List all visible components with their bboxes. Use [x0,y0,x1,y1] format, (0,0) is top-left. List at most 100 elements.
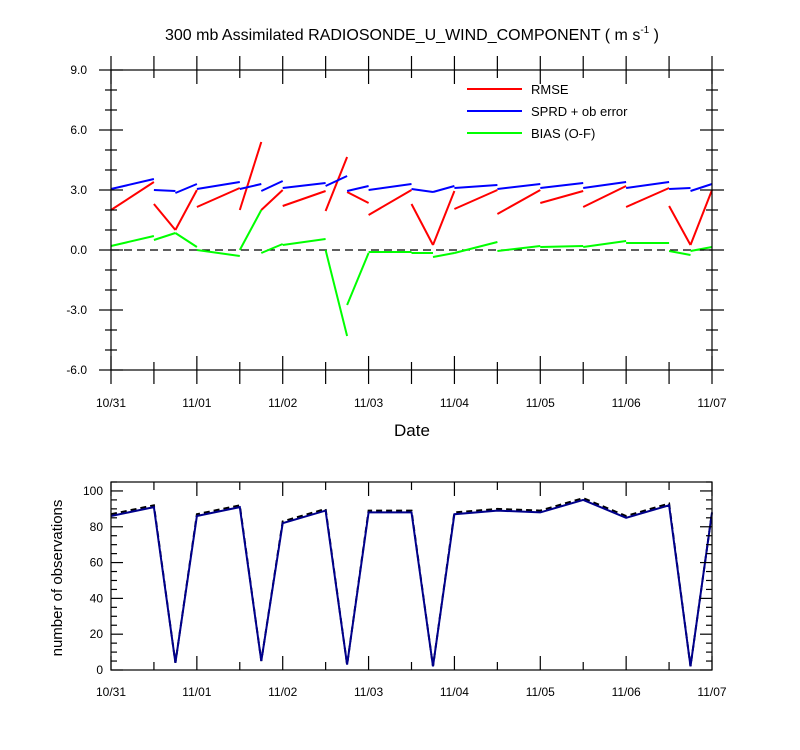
bias-o-f-segment [153,232,176,241]
bias-o-f-segment [432,252,455,258]
x-tick-label: 11/03 [354,396,383,410]
sprd-ob-error-segment [540,182,584,189]
rmse-segment [582,185,627,208]
legend-label-bias-o-f: BIAS (O-F) [531,126,595,141]
bottom-y-tick-labels: 0 20 40 60 80 100 [83,484,103,677]
bottom-ticks [110,481,713,671]
bias-o-f-segment [260,243,284,254]
rmse-segment [110,181,155,211]
y-tick-label: 60 [90,556,104,570]
y-tick-label: 20 [90,627,104,641]
rmse-segment [324,156,349,212]
y-axis-label: number of observations [49,500,66,657]
y-tick-label: 0 [96,663,103,677]
sprd-ob-error-segment [454,184,498,189]
sprd-ob-error-segment [690,183,713,192]
x-tick-label: 11/01 [182,396,211,410]
x-tick-label: 11/04 [440,685,469,699]
bottom-chart: 10/31 11/01 11/02 11/03 11/04 11/05 11/06 11/07… [49,481,727,699]
y-tick-label: -6.0 [66,363,87,377]
rmse-segment [260,189,284,211]
x-tick-label: 11/06 [612,396,641,410]
rmse-segment [196,187,241,208]
x-axis-label: Date [394,421,430,440]
legend-label-sprd-ob-error: SPRD + ob error [531,104,628,119]
series-possible-observations [110,497,713,667]
bottom-series-lines [110,497,713,667]
bias-o-f-segment [668,250,691,256]
rmse-segment [346,191,370,204]
x-tick-label: 11/01 [182,685,211,699]
sprd-ob-error-segment [153,189,176,192]
x-tick-label: 11/02 [268,396,297,410]
sprd-ob-error-segment [669,187,691,190]
bias-o-f-segment [110,235,155,247]
rmse-segment [496,189,541,215]
bias-o-f-segment [454,241,498,254]
sprd-ob-error-segment [368,183,412,191]
sprd-ob-error-segment [625,181,670,189]
series-bias-o-f [110,209,713,337]
series-rmse [110,141,713,246]
bias-o-f-segment [346,252,370,306]
rmse-segment [540,190,584,204]
x-tick-label: 11/06 [612,685,641,699]
sprd-ob-error-segment [260,180,284,192]
sprd-ob-error-segment [196,181,240,190]
y-tick-label: 3.0 [70,183,87,197]
series-assimilated-observations [110,498,713,667]
sprd-ob-error-segment [411,188,434,193]
legend: RMSE SPRD + ob error BIAS (O-F) [467,82,628,141]
rmse-segment [153,203,177,231]
rmse-segment [453,189,498,210]
sprd-ob-error-segment [325,175,348,187]
sprd-ob-error-segment [346,185,369,192]
x-tick-label: 11/02 [268,685,297,699]
y-tick-label: -3.0 [66,303,87,317]
bias-o-f-segment [583,240,627,248]
rmse-segment [174,189,198,231]
bias-o-f-segment [540,245,584,248]
rmse-segment [368,189,413,216]
x-tick-label: 11/05 [526,685,555,699]
y-tick-label: 9.0 [70,63,87,77]
y-tick-label: 80 [90,520,104,534]
y-tick-label: 6.0 [70,123,87,137]
top-ticks [99,56,724,384]
top-y-tick-labels: -6.0 -3.0 0.0 3.0 6.0 9.0 [66,63,87,377]
sprd-ob-error-segment [497,183,541,190]
x-tick-label: 11/03 [354,685,383,699]
bias-o-f-segment [690,246,713,252]
bias-o-f-segment [282,238,326,246]
rmse-segment [282,190,326,207]
series-sprd-ob-error [110,175,713,194]
bottom-x-tick-labels: 10/31 11/01 11/02 11/03 11/04 11/05 11/06 11/07 [96,685,727,699]
bias-o-f-segment [238,209,263,251]
bias-o-f-segment [196,249,240,257]
x-tick-label: 11/04 [440,396,469,410]
sprd-ob-error-segment [432,185,455,193]
legend-label-rmse: RMSE [531,82,569,97]
x-tick-label: 10/31 [96,396,126,410]
sprd-ob-error-segment [110,178,155,190]
y-tick-label: 100 [83,484,103,498]
rmse-segment [410,203,434,246]
rmse-segment [668,205,692,246]
x-tick-label: 11/05 [526,396,555,410]
rmse-segment [238,141,263,211]
x-tick-label: 10/31 [96,685,126,699]
rmse-segment [689,189,713,246]
sprd-ob-error-segment [239,183,262,190]
chart-title: 300 mb Assimilated RADIOSONDE_U_WIND_COM… [165,25,659,44]
rmse-segment [432,190,456,246]
top-x-tick-labels: 10/31 11/01 11/02 11/03 11/04 11/05 11/06 11/07 [96,396,727,410]
y-tick-label: 0.0 [70,243,87,257]
top-series-lines [110,141,713,337]
sprd-ob-error-segment [175,183,198,194]
sprd-ob-error-segment [282,182,326,189]
x-tick-label: 11/07 [697,685,726,699]
sprd-ob-error-segment [583,181,627,189]
rmse-segment [625,187,670,208]
y-tick-label: 40 [90,591,104,605]
